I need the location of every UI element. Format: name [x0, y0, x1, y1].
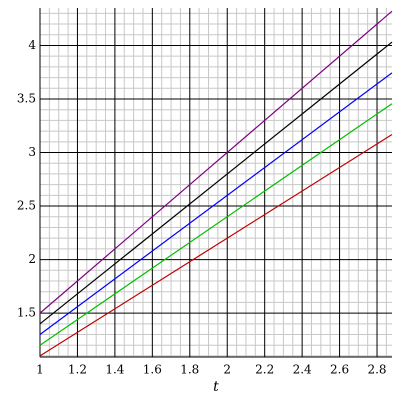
major-grid: [39, 8, 392, 358]
y-tick-label: 3: [28, 145, 36, 159]
labels: 1 1.2 1.4 1.6 1.8 2 2.2 2.4 2.6 2.8 1.5 2 2.5 3 3.5 4: [17, 38, 387, 377]
x-tick-label: 1.8: [180, 363, 199, 377]
x-tick-label: 1: [36, 363, 44, 377]
y-tick-label: 1.5: [17, 306, 36, 320]
x-tick-label: 2.4: [293, 363, 312, 377]
x-tick-label: 2: [223, 363, 231, 377]
lines: [39, 10, 393, 357]
series-line: [39, 103, 393, 346]
series-line: [39, 72, 393, 335]
series-line: [39, 41, 393, 325]
y-tick-label: 2: [28, 252, 36, 266]
series-line: [39, 134, 393, 357]
x-tick-label: 1.2: [68, 363, 87, 377]
y-tick-label: 2.5: [17, 199, 36, 213]
y-tick-label: 4: [28, 38, 36, 52]
x-axis-label: t: [213, 379, 219, 395]
series-line: [39, 10, 393, 314]
x-tick-label: 2.6: [330, 363, 349, 377]
x-tick-label: 2.8: [367, 363, 386, 377]
minor-grid: [40, 8, 392, 357]
x-tick-label: 1.4: [105, 363, 124, 377]
x-tick-label: 2.2: [255, 363, 274, 377]
x-tick-label: 1.6: [143, 363, 162, 377]
y-tick-label: 3.5: [17, 91, 36, 105]
